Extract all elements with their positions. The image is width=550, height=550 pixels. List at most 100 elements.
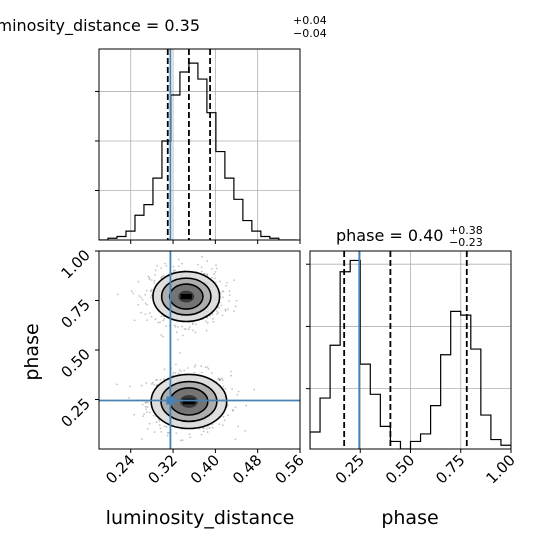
joint-sample-point	[218, 378, 221, 381]
joint-sample-point	[226, 282, 228, 284]
joint-sample-point	[132, 292, 135, 295]
y-axis-label-phase: phase	[21, 323, 43, 380]
joint-sample-point	[233, 310, 235, 313]
joint-sample-point	[215, 267, 218, 270]
joint-sample-point	[162, 335, 165, 338]
joint-sample-point	[222, 385, 225, 388]
joint-sample-point	[129, 385, 131, 388]
joint-sample-point	[206, 321, 209, 324]
joint-sample-point	[214, 277, 217, 280]
joint-sample-point	[208, 427, 211, 430]
joint-sample-point	[157, 321, 160, 324]
joint-sample-point	[215, 264, 217, 267]
joint-sample-point	[178, 372, 180, 375]
joint-sample-point	[158, 420, 161, 423]
joint-sample-point	[193, 366, 196, 368]
joint-sample-point	[193, 371, 196, 374]
joint-sample-point	[221, 314, 224, 317]
joint-sample-point	[163, 368, 166, 371]
joint-sample-point	[218, 423, 221, 426]
joint-sample-point	[186, 367, 189, 369]
joint-sample-point	[159, 427, 162, 430]
joint-sample-point	[141, 403, 144, 406]
joint-sample-point	[227, 403, 229, 406]
joint-sample-point	[177, 258, 180, 261]
joint-sample-point	[215, 310, 218, 312]
joint-sample-point	[192, 322, 194, 324]
joint-sample-point	[141, 298, 144, 301]
joint-sample-point	[178, 369, 181, 371]
joint-sample-point	[144, 401, 147, 404]
joint-sample-point	[143, 413, 145, 415]
joint-contour-line	[160, 277, 212, 316]
joint-sample-point	[211, 268, 213, 270]
joint-density-core	[180, 293, 192, 300]
joint-sample-point	[183, 328, 186, 330]
joint-sample-point	[212, 317, 214, 320]
joint-sample-point	[148, 278, 151, 281]
joint-sample-point	[179, 352, 181, 354]
luminosity-distance-histogram-step	[99, 62, 297, 240]
joint-sample-point	[245, 404, 248, 407]
joint-sample-point	[146, 401, 149, 404]
joint-sample-point	[222, 415, 225, 418]
joint-sample-point	[224, 309, 227, 312]
joint-sample-point	[192, 329, 195, 332]
joint-sample-point	[218, 306, 221, 309]
joint-sample-point	[181, 262, 183, 265]
joint-sample-point	[181, 325, 183, 328]
joint-sample-point	[148, 312, 151, 315]
joint-sample-point	[163, 425, 166, 428]
phase-histogram-panel: phase = 0.40 +0.38 −0.23 0.25 0.50 0.75 1.0…	[306, 224, 519, 487]
joint-sample-point	[165, 425, 168, 428]
joint-sample-point	[228, 300, 231, 302]
joint-sample-point	[137, 280, 140, 283]
joint-truth-marker	[166, 396, 175, 405]
joint-sample-point	[211, 313, 214, 316]
joint-sample-point	[116, 293, 119, 296]
joint-sample-point	[156, 378, 158, 381]
joint-sample-point	[177, 338, 179, 341]
joint-sample-point	[211, 423, 214, 426]
joint-sample-point	[151, 288, 153, 291]
x-axis-label-luminosity-distance: luminosity_distance	[106, 507, 295, 529]
joint-sample-point	[211, 276, 214, 279]
joint-sample-point	[175, 432, 178, 434]
joint-sample-point	[224, 308, 227, 311]
joint-sample-point	[130, 290, 133, 293]
joint-sample-point	[142, 415, 144, 417]
joint-sample-point	[137, 303, 140, 306]
joint-sample-point	[200, 371, 203, 374]
phase-title-sup: +0.38	[449, 224, 483, 237]
joint-sample-point	[233, 279, 236, 281]
luminosity-distance-title-sup: +0.04	[293, 14, 327, 27]
joint-sample-point	[181, 334, 184, 337]
joint-sample-point	[148, 411, 151, 414]
joint-sample-point	[214, 271, 217, 273]
joint-sample-point	[203, 272, 206, 275]
joint-sample-point	[216, 313, 218, 315]
joint-sample-point	[146, 428, 149, 430]
joint-sample-point	[217, 377, 220, 380]
joint-sample-point	[221, 377, 223, 380]
joint-sample-point	[219, 292, 222, 294]
luminosity-distance-title-sub: −0.04	[293, 27, 327, 40]
joint-sample-point	[133, 413, 136, 416]
joint-sample-point	[159, 321, 161, 324]
joint-sample-point	[168, 431, 170, 434]
joint-sample-point	[148, 422, 151, 425]
joint-sample-point	[138, 295, 141, 297]
joint-sample-point	[150, 315, 153, 318]
joint-sample-point	[160, 267, 163, 269]
joint-sample-point	[160, 334, 163, 336]
joint-sample-point	[155, 379, 158, 381]
joint-sample-point	[206, 274, 209, 276]
joint-sample-point	[140, 296, 143, 299]
joint-sample-point	[201, 255, 203, 258]
joint-sample-point	[205, 329, 208, 332]
joint-sample-point	[133, 319, 136, 322]
joint-contour-line	[160, 380, 218, 423]
joint-sample-point	[153, 383, 156, 386]
joint-sample-point	[177, 326, 179, 328]
